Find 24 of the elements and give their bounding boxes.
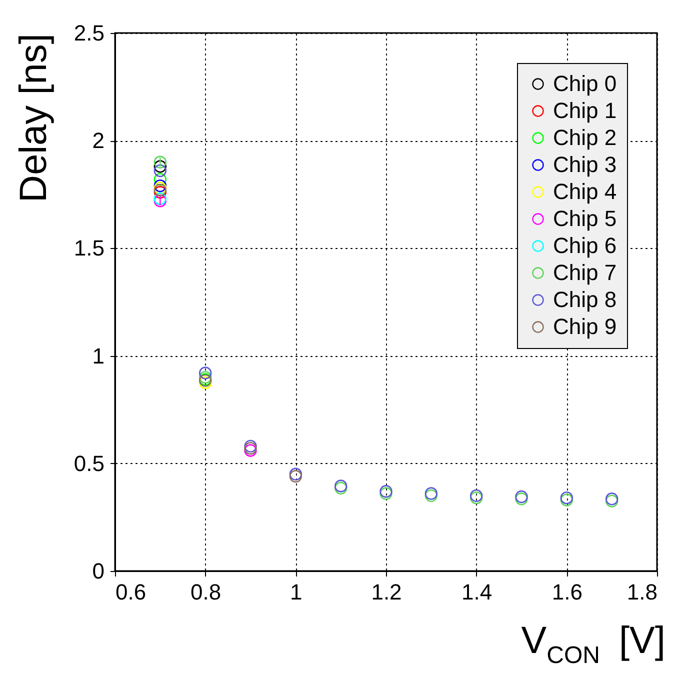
- x-tick-label: 0.8: [190, 580, 222, 604]
- y-axis-title: Delay [ns]: [12, 34, 55, 202]
- x-tick-label: 0.6: [116, 580, 146, 604]
- legend-label: Chip 4: [553, 179, 617, 204]
- y-tick-label: 1.5: [74, 236, 104, 261]
- legend-label: Chip 9: [553, 314, 617, 339]
- y-tick-label: 0.5: [74, 450, 104, 476]
- y-tick-label: 0: [92, 558, 104, 584]
- x-tick-label: 1.8: [626, 580, 658, 604]
- legend-label: Chip 5: [553, 206, 617, 231]
- legend-label: Chip 8: [553, 287, 617, 312]
- legend-label: Chip 0: [553, 71, 617, 96]
- x-tick-label: 1.6: [552, 580, 582, 604]
- legend-label: Chip 3: [553, 152, 617, 177]
- x-tick-label: 1: [290, 580, 302, 604]
- y-tick-label: 2.5: [74, 20, 104, 46]
- y-tick-label: 2: [92, 128, 104, 154]
- x-tick-label: 1.2: [371, 580, 402, 604]
- legend-label: Chip 2: [553, 125, 617, 150]
- y-tick-label: 1: [92, 343, 104, 368]
- legend-label: Chip 1: [553, 98, 617, 123]
- legend-label: Chip 6: [553, 233, 617, 258]
- x-tick-label: 1.4: [462, 580, 492, 604]
- legend-label: Chip 7: [553, 260, 617, 285]
